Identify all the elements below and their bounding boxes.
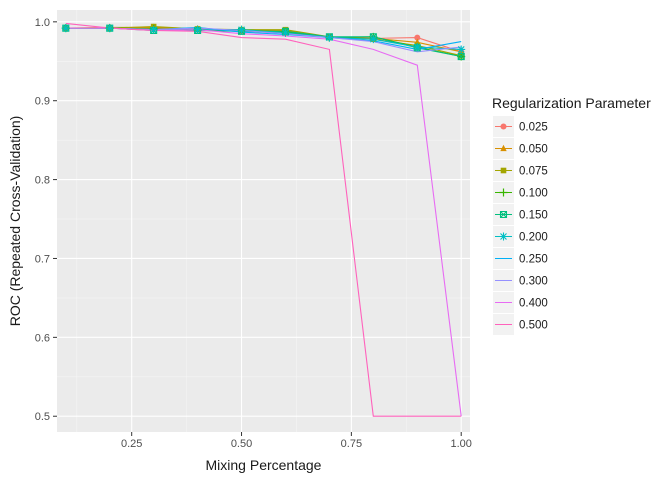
legend-label-0.200: 0.200 xyxy=(519,232,548,244)
legend-label-0.150: 0.150 xyxy=(519,210,548,222)
data-point-0.200 xyxy=(61,24,70,33)
data-point-0.200 xyxy=(369,35,378,44)
series-points xyxy=(61,23,466,61)
y-tick-label: 0.5 xyxy=(35,411,50,423)
legend-label-0.500: 0.500 xyxy=(519,320,548,332)
legend-key-marker-0.200 xyxy=(499,232,508,241)
series-lines xyxy=(65,22,462,417)
y-tick-label: 1.0 xyxy=(35,17,50,29)
data-point-0.200 xyxy=(281,28,290,37)
legend: Regularization Parameter 0.025 0.050 0.075… xyxy=(492,95,651,335)
x-tick-label: 0.75 xyxy=(341,438,362,450)
data-point-0.200 xyxy=(237,25,246,34)
data-point-0.200 xyxy=(149,25,158,34)
legend-label-0.050: 0.050 xyxy=(519,144,548,156)
legend-key-marker-0.050 xyxy=(500,144,507,152)
legend-label-0.075: 0.075 xyxy=(519,166,548,178)
x-axis-title: Mixing Percentage xyxy=(206,457,322,473)
data-point-0.150 xyxy=(457,52,465,61)
legend-key-marker-0.100 xyxy=(499,188,508,197)
legend-key-marker-0.150 xyxy=(499,210,508,219)
legend-label-0.250: 0.250 xyxy=(519,254,548,266)
x-tick-label: 0.25 xyxy=(121,438,142,450)
y-tick-label: 0.7 xyxy=(35,253,50,265)
series-line-0.500 xyxy=(65,22,462,417)
legend-label-0.400: 0.400 xyxy=(519,298,548,310)
data-point-0.200 xyxy=(193,25,202,34)
x-tick-label: 0.50 xyxy=(231,438,252,450)
x-axis: 0.25 0.50 0.75 1.00 xyxy=(121,432,472,450)
data-point-0.025 xyxy=(414,34,421,41)
minor-gridlines xyxy=(57,10,470,432)
legend-label-0.025: 0.025 xyxy=(519,122,548,134)
legend-title: Regularization Parameter xyxy=(492,95,651,111)
y-tick-label: 0.9 xyxy=(35,96,50,108)
data-point-0.200 xyxy=(105,24,114,33)
y-tick-label: 0.6 xyxy=(35,332,50,344)
plot-panel xyxy=(57,10,470,432)
y-axis: 0.5 0.6 0.7 0.8 0.9 1.0 xyxy=(35,17,57,423)
legend-key-marker-0.025 xyxy=(500,123,507,130)
y-axis-title: ROC (Repeated Cross-Validation) xyxy=(7,116,23,327)
x-tick-label: 1.00 xyxy=(451,438,472,450)
legend-key-marker-0.075 xyxy=(500,167,507,174)
data-point-0.200 xyxy=(325,33,334,42)
y-tick-label: 0.8 xyxy=(35,175,50,187)
data-point-0.200 xyxy=(413,43,422,52)
legend-label-0.100: 0.100 xyxy=(519,188,548,200)
legend-label-0.300: 0.300 xyxy=(519,276,548,288)
data-point-0.200 xyxy=(457,45,466,54)
